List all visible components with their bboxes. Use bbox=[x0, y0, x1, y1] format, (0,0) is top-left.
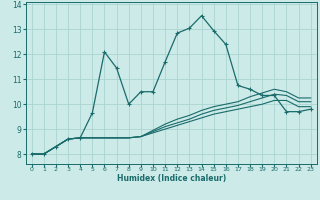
X-axis label: Humidex (Indice chaleur): Humidex (Indice chaleur) bbox=[116, 174, 226, 183]
